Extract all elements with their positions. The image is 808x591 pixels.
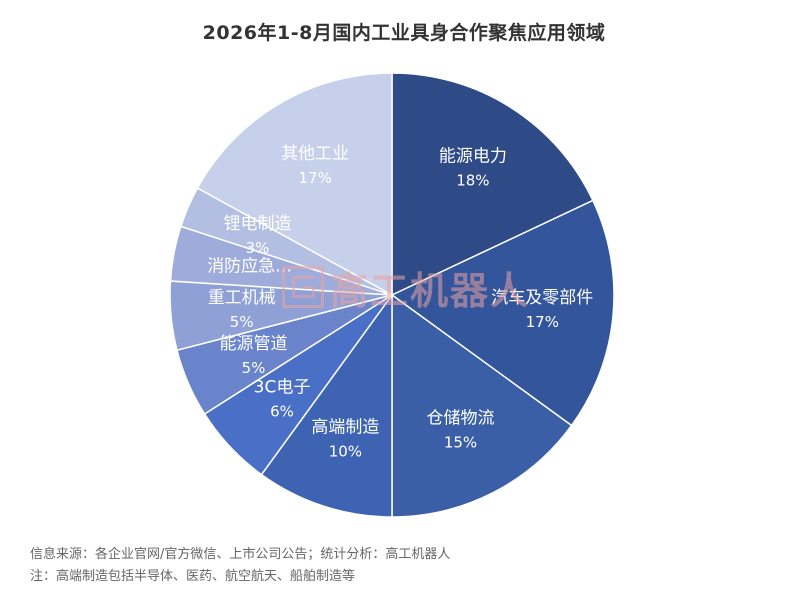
slice-value-8: 3% xyxy=(246,239,270,257)
pie-slice-9 xyxy=(196,72,393,297)
slice-value-1: 17% xyxy=(526,313,559,331)
footnote: 注：高端制造包括半导体、医药、航空航天、船舶制造等 xyxy=(30,569,356,584)
slice-value-3: 10% xyxy=(329,443,362,461)
pie-slice-0 xyxy=(391,72,594,297)
pie-slice-1 xyxy=(390,199,615,427)
slice-label-1: 汽车及零部件 xyxy=(491,288,593,308)
slice-label-6: 重工机械 xyxy=(208,288,276,308)
slice-value-5: 5% xyxy=(242,359,266,377)
slice-label-8: 锂电制造 xyxy=(224,214,292,234)
slice-value-4: 6% xyxy=(270,402,294,420)
pie-slices xyxy=(169,72,615,518)
slice-value-0: 18% xyxy=(456,172,489,190)
slice-label-0: 能源电力 xyxy=(439,147,507,167)
pie-labels: 能源电力 18% 汽车及零部件 17% 仓储物流 15% 高端制造 10% 3C电子 6% 能源管道… xyxy=(207,144,593,461)
slice-label-4: 3C电子 xyxy=(254,377,311,397)
slice-value-6: 5% xyxy=(230,313,254,331)
pie-slice-3 xyxy=(260,292,393,518)
slice-label-7: 消防应急… xyxy=(207,257,292,277)
source-note: 信息来源：各企业官网/官方微信、上市公司公告；统计分析：高工机器人 xyxy=(30,547,451,562)
pie-slice-2 xyxy=(391,293,573,518)
slice-value-2: 15% xyxy=(444,434,477,452)
slice-label-2: 仓储物流 xyxy=(427,409,495,429)
slice-value-9: 17% xyxy=(299,169,332,187)
slice-label-3: 高端制造 xyxy=(311,418,379,438)
slice-label-9: 其他工业 xyxy=(281,144,349,164)
chart-title: 2026年1-8月国内工业具身合作聚焦应用领域 xyxy=(202,22,606,44)
slice-label-5: 能源管道 xyxy=(220,334,288,354)
